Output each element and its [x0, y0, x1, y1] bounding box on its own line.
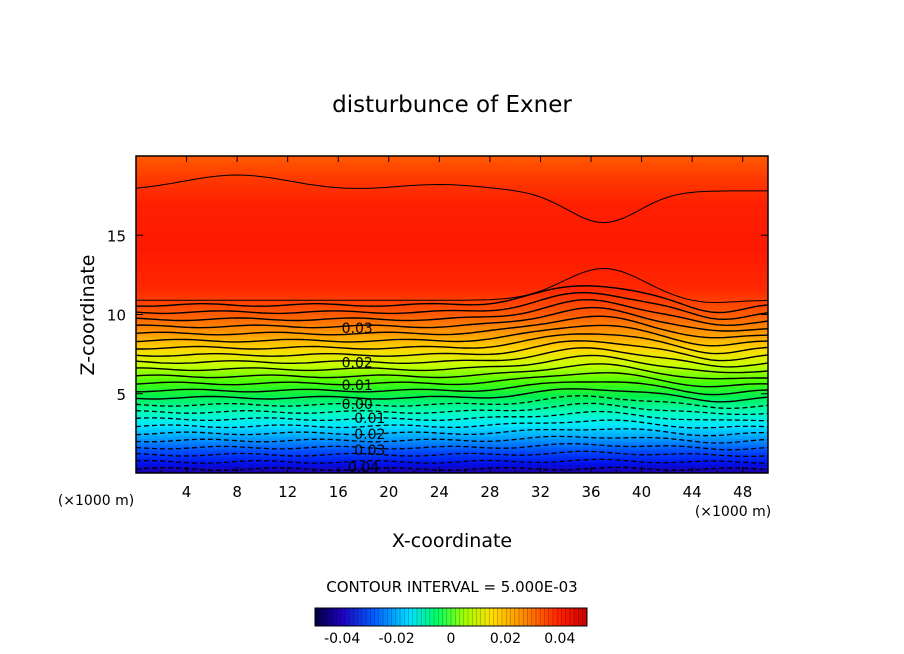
contour-line [136, 347, 768, 368]
x-tick-label: 16 [329, 483, 348, 501]
contour-line [136, 381, 768, 396]
contour-label: 0.03 [342, 321, 373, 337]
contour-interval-label: CONTOUR INTERVAL = 5.000E-03 [326, 578, 577, 596]
y-tick-label: 15 [107, 227, 126, 245]
chart-title: disturbunce of Exner [332, 92, 572, 118]
y-axis-label: Z-coordinate [77, 255, 99, 376]
contour-label: 0.01 [342, 378, 373, 394]
contour-line-upper [136, 267, 768, 304]
contour-label: 0.03 [354, 443, 385, 459]
x-axis-label: X-coordinate [392, 530, 512, 552]
contour-line [136, 395, 768, 410]
contour-line [136, 285, 768, 314]
contour-line [136, 340, 768, 362]
contour-line [136, 324, 768, 347]
colorbar: -0.04 -0.02 0 0.02 0.04 [314, 607, 588, 647]
contour-label: 0.01 [354, 411, 385, 427]
x-unit-left: (×1000 m) [58, 493, 134, 509]
x-tick-label: 40 [632, 483, 651, 501]
colorbar-tick-label: -0.02 [378, 631, 414, 647]
contour-line [136, 419, 768, 429]
contour-line [136, 363, 768, 380]
contour-line [136, 466, 768, 471]
x-tick-label: 12 [278, 483, 297, 501]
x-tick-label: 32 [531, 483, 550, 501]
contour-line [136, 354, 768, 374]
contour-line [136, 458, 768, 464]
x-tick-label: 48 [733, 483, 752, 501]
contour-line [136, 450, 768, 458]
contour-line [136, 298, 768, 327]
contour-line [136, 410, 768, 422]
contour-label: 0.02 [342, 356, 373, 372]
x-tick-label: 4 [182, 483, 192, 501]
contour-line [136, 291, 768, 321]
contour-label: 0.04 [348, 460, 379, 476]
contour-line-upper [136, 174, 768, 224]
colorbar-tick-label: 0.02 [490, 631, 521, 647]
contour-label: 0.00 [342, 397, 373, 413]
contour-line [136, 435, 768, 444]
x-tick-label: 44 [683, 483, 702, 501]
x-tick-label: 8 [232, 483, 242, 501]
contour-line [136, 372, 768, 388]
x-tick-label: 20 [379, 483, 398, 501]
x-axis: 4 8 12 16 20 24 28 32 36 40 44 48 [160, 156, 752, 501]
contour-line [136, 402, 768, 416]
colorbar-tick-label: -0.04 [324, 631, 360, 647]
contour-label: 0.02 [354, 427, 385, 443]
x-unit-right: (×1000 m) [695, 504, 771, 520]
x-tick-label: 36 [581, 483, 600, 501]
colorbar-tick-label: 0 [447, 631, 456, 647]
contour-labels: 0.030.020.010.000.010.020.030.04 [342, 321, 386, 476]
contour-line [136, 333, 768, 355]
plot-area: 0.030.020.010.000.010.020.030.04 [135, 155, 769, 476]
contour-line [136, 428, 768, 437]
x-tick-label: 24 [430, 483, 449, 501]
x-tick-label: 28 [480, 483, 499, 501]
y-axis: 5 10 15 [107, 227, 768, 404]
colorbar-fill [315, 608, 587, 626]
y-tick-label: 5 [116, 386, 126, 404]
colorbar-tick-labels: -0.04 -0.02 0 0.02 0.04 [324, 631, 575, 647]
y-tick-label: 10 [107, 307, 126, 325]
contour-line [136, 443, 768, 451]
colorbar-tick-label: 0.04 [544, 631, 575, 647]
contour-line [136, 388, 768, 403]
contour-line [136, 306, 768, 332]
contour-fill [136, 156, 768, 473]
contour-lines [136, 174, 768, 471]
contour-line [136, 315, 768, 339]
colorbar-frame [314, 607, 588, 627]
colorbar-divisions [318, 608, 584, 626]
